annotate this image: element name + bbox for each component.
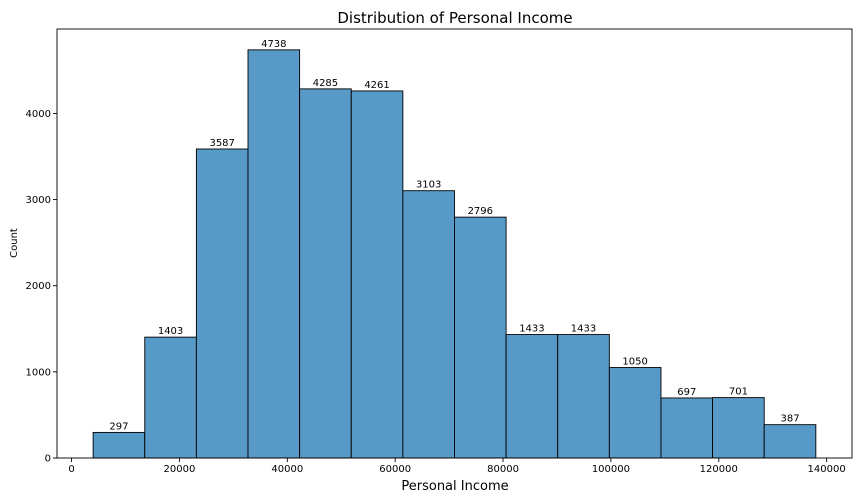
bar-data-label: 1433 [571, 324, 596, 335]
y-tick-label: 4000 [26, 109, 51, 120]
x-tick-label: 20000 [164, 464, 196, 475]
bar-data-label: 1050 [622, 357, 647, 368]
x-tick-label: 60000 [379, 464, 411, 475]
x-axis-label: Personal Income [401, 479, 508, 494]
bar-data-label: 701 [729, 387, 748, 398]
histogram-bar [608, 367, 662, 459]
y-tick-label: 1000 [26, 367, 51, 378]
histogram-bar [402, 190, 455, 459]
bar-data-label: 4738 [261, 39, 286, 50]
histogram-bar [454, 216, 507, 459]
x-tick-label: 120000 [700, 464, 738, 475]
data-labels-group: 297 1403 3587 4738 4285 4261 3103 2796 1433 1433 1… [109, 39, 799, 433]
histogram-bar [299, 88, 352, 459]
bar-data-label: 1403 [158, 326, 183, 337]
chart-title: Distribution of Personal Income [337, 9, 572, 27]
x-tick-label: 0 [68, 464, 74, 475]
bar-data-label: 3103 [416, 180, 441, 191]
y-tick-label: 3000 [26, 195, 51, 206]
histogram-bar [144, 336, 197, 459]
x-tick-label: 80000 [487, 464, 519, 475]
histogram-bar [92, 431, 146, 459]
bar-data-label: 2796 [468, 206, 493, 217]
y-tick-label: 0 [45, 454, 51, 465]
bar-data-label: 387 [780, 414, 799, 425]
y-axis-ticks: 0 1000 2000 3000 4000 [26, 109, 57, 465]
histogram-bar [660, 397, 714, 459]
bar-data-label: 297 [109, 421, 128, 432]
x-tick-label: 100000 [592, 464, 630, 475]
plot-frame [56, 28, 853, 459]
y-axis-label: Count [9, 228, 20, 258]
bar-data-label: 4261 [364, 80, 389, 91]
bar-data-label: 1433 [519, 324, 544, 335]
histogram-bar [763, 424, 817, 459]
bar-data-label: 3587 [209, 138, 234, 149]
histogram-bar [195, 148, 249, 459]
histogram-bar [557, 334, 610, 459]
histogram-bar [247, 49, 301, 459]
histogram-bar [505, 334, 559, 459]
histogram-bar [712, 397, 765, 459]
bars-group [92, 49, 817, 459]
x-tick-label: 140000 [808, 464, 846, 475]
x-axis-ticks: 0 20000 40000 60000 80000 100000 120000 140000 [68, 458, 846, 475]
histogram-bar [350, 90, 404, 459]
bar-data-label: 4285 [313, 78, 338, 89]
y-tick-label: 2000 [26, 281, 51, 292]
bar-data-label: 697 [677, 387, 696, 398]
x-tick-label: 40000 [271, 464, 303, 475]
